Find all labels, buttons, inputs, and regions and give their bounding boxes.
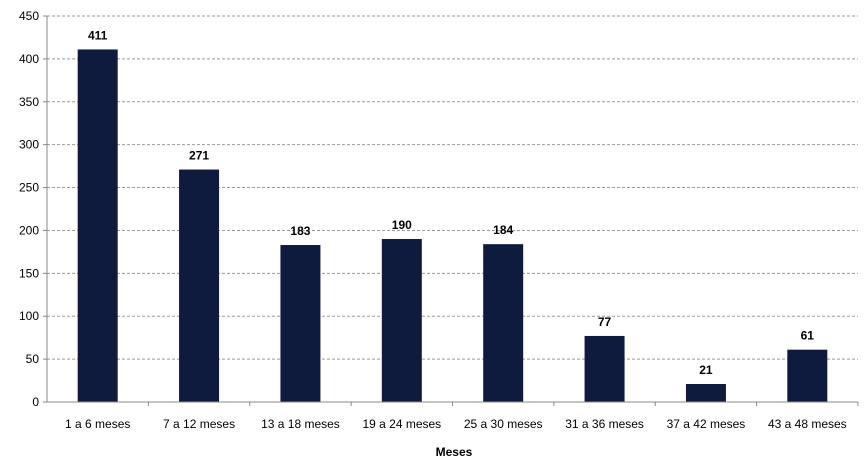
bar [77,49,118,402]
y-tick-label: 100 [19,309,39,323]
data-label: 183 [290,224,310,238]
bar [381,239,422,402]
x-tick-label: 31 a 36 meses [565,417,644,431]
bar [787,349,828,402]
bar [483,244,524,402]
data-label: 271 [189,149,209,163]
y-tick-label: 0 [32,395,39,409]
x-tick-label: 37 a 42 meses [667,417,746,431]
data-label: 184 [493,223,513,237]
x-tick-label: 13 a 18 meses [261,417,340,431]
y-tick-label: 350 [19,95,39,109]
y-tick-label: 250 [19,181,39,195]
data-label: 190 [392,218,412,232]
x-tick-label: 25 a 30 meses [464,417,543,431]
data-label: 21 [699,363,713,377]
x-tick-label: 19 a 24 meses [362,417,441,431]
gridlines [47,15,858,360]
y-tick-label: 400 [19,52,39,66]
bar [280,245,321,402]
x-tick-label: 43 a 48 meses [768,417,847,431]
x-axis: 1 a 6 meses 7 a 12 meses 13 a 18 meses 19 a… [47,401,859,431]
y-tick-label: 150 [19,266,39,280]
y-tick-label: 300 [19,138,39,152]
y-tick-label: 450 [19,9,39,23]
data-labels: 411 271 183 190 184 77 21 61 [88,28,814,377]
data-label: 61 [801,329,815,343]
y-axis: 0 50 100 150 200 250 300 350 400 450 [19,9,48,409]
bar [179,169,220,402]
bar [685,383,726,402]
data-label: 77 [598,315,612,329]
y-tick-label: 200 [19,223,39,237]
bar [584,335,625,402]
y-tick-label: 50 [26,352,40,366]
bars [77,49,828,402]
x-tick-label: 7 a 12 meses [163,417,235,431]
data-label: 411 [88,28,108,42]
x-axis-title: Meses [436,445,473,459]
x-tick-label: 1 a 6 meses [65,417,130,431]
